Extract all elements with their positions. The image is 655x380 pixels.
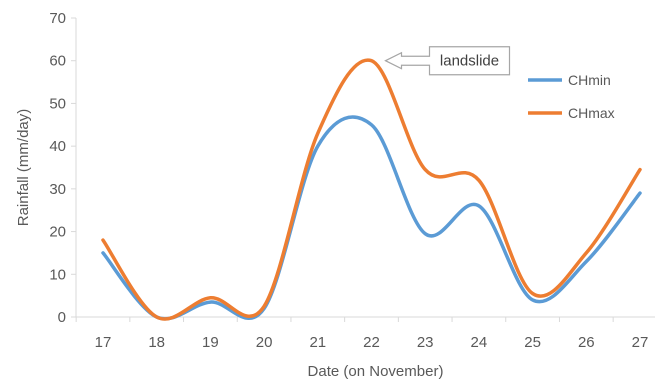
y-tick-label: 10 — [49, 266, 66, 283]
series-line-chmin — [101, 115, 642, 321]
legend-label-chmin: CHmin — [568, 72, 611, 88]
y-tick-label: 40 — [49, 138, 66, 155]
annotation-label: landslide — [440, 53, 499, 70]
x-tick-label: 26 — [578, 334, 595, 351]
x-tick-label: 27 — [632, 334, 649, 351]
x-tick-label: 22 — [363, 334, 380, 351]
x-tick-label: 18 — [148, 334, 165, 351]
series-line-chmax — [101, 58, 642, 321]
x-tick-label: 17 — [95, 334, 112, 351]
x-axis-title: Date (on November) — [308, 363, 444, 380]
x-tick-label: 25 — [524, 334, 541, 351]
y-tick-label: 20 — [49, 224, 66, 241]
x-tick-label: 20 — [256, 334, 273, 351]
x-tick-label: 24 — [471, 334, 488, 351]
y-axis-title: Rainfall (mm/day) — [15, 109, 32, 227]
x-tick-label: 19 — [202, 334, 219, 351]
y-tick-label: 0 — [58, 309, 66, 326]
y-tick-label: 70 — [49, 10, 66, 27]
y-tick-label: 50 — [49, 95, 66, 112]
annotation-callout-arrow — [384, 46, 511, 76]
legend-label-chmax: CHmax — [568, 105, 615, 121]
y-tick-label: 60 — [49, 53, 66, 70]
y-tick-label: 30 — [49, 181, 66, 198]
x-tick-label: 21 — [309, 334, 326, 351]
x-tick-label: 23 — [417, 334, 434, 351]
plot-area: 0 10 20 30 40 50 60 70 17 18 19 20 21 22 23 24 25 26 27 Dat… — [15, 10, 655, 380]
